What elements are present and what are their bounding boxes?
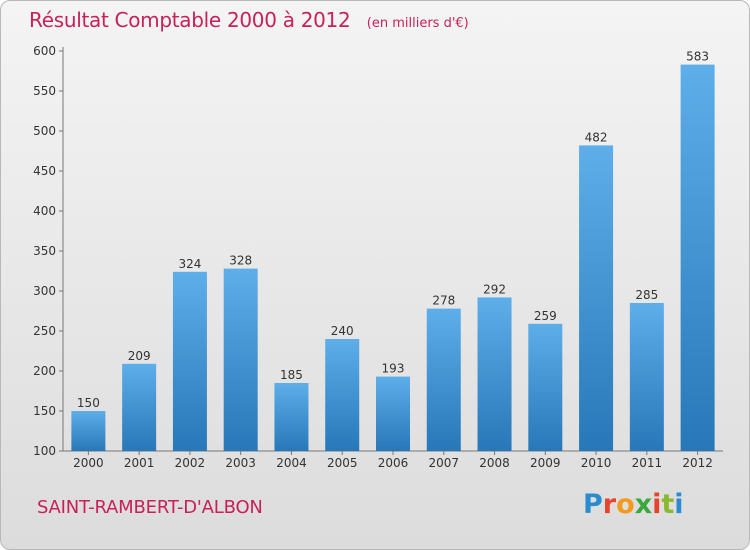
- data-label: 185: [280, 368, 303, 382]
- y-tick-label: 550: [33, 84, 56, 98]
- town-name: SAINT-RAMBERT-D'ALBON: [37, 497, 263, 518]
- y-tick-label: 200: [33, 364, 56, 378]
- axes: 100 150 200 250 300 350 400 450 500 550 600 2000 200…: [33, 44, 723, 470]
- bar: [172, 271, 207, 451]
- x-tick-label: 2001: [124, 456, 155, 470]
- bar: [629, 303, 664, 451]
- x-tick-label: 2012: [682, 456, 713, 470]
- x-tick-label: 2007: [428, 456, 459, 470]
- y-tick-label: 100: [33, 444, 56, 458]
- x-tick-label: 2011: [632, 456, 663, 470]
- logo-letter: x: [634, 489, 653, 520]
- logo-letter: i: [652, 489, 662, 520]
- data-label: 583: [686, 50, 709, 64]
- chart-title-text: Résultat Comptable 2000 à 2012: [29, 8, 351, 32]
- x-tick-label: 2000: [73, 456, 104, 470]
- bar: [71, 411, 106, 451]
- data-label: 285: [635, 288, 658, 302]
- bar: [325, 339, 360, 451]
- bars: [71, 64, 715, 451]
- bar: [426, 308, 461, 451]
- x-tick-label: 2002: [175, 456, 206, 470]
- data-label: 292: [483, 282, 506, 296]
- bar: [528, 323, 563, 451]
- x-tick-label: 2010: [581, 456, 612, 470]
- proxiti-logo: Proxiti: [583, 489, 684, 520]
- bar: [376, 376, 410, 451]
- data-label: 209: [128, 349, 151, 363]
- data-label: 150: [77, 396, 100, 410]
- data-label: 259: [534, 309, 557, 323]
- logo-letter: r: [602, 489, 617, 520]
- y-tick-label: 450: [33, 164, 56, 178]
- logo-letter: o: [616, 489, 635, 520]
- labels: 150 209 324 328 185 240 193 278 292 259 482 285 583: [77, 50, 709, 410]
- data-label: 324: [178, 257, 201, 271]
- data-label: 482: [585, 130, 608, 144]
- logo-letter: i: [674, 489, 684, 520]
- x-tick-label: 2006: [378, 456, 409, 470]
- y-tick-label: 400: [33, 204, 56, 218]
- y-tick-label: 350: [33, 244, 56, 258]
- chart-unit: (en milliers d'€): [366, 16, 469, 31]
- chart-title: Résultat Comptable 2000 à 2012 (en milli…: [29, 8, 469, 32]
- logo-letter: P: [583, 489, 603, 520]
- y-tick-label: 500: [33, 124, 56, 138]
- bar: [680, 64, 715, 451]
- x-tick-label: 2003: [225, 456, 256, 470]
- y-tick-label: 250: [33, 324, 56, 338]
- bar: [477, 297, 512, 451]
- data-label: 278: [432, 294, 455, 308]
- y-tick-label: 150: [33, 404, 56, 418]
- x-tick-label: 2004: [276, 456, 307, 470]
- data-label: 193: [382, 362, 405, 376]
- x-tick-label: 2008: [479, 456, 510, 470]
- x-tick-label: 2009: [530, 456, 561, 470]
- bar: [223, 268, 258, 451]
- data-label: 240: [331, 324, 354, 338]
- logo-letter: t: [661, 489, 675, 520]
- x-tick-label: 2005: [327, 456, 358, 470]
- data-label: 328: [229, 254, 252, 268]
- y-tick-label: 300: [33, 284, 56, 298]
- bar: [274, 383, 309, 451]
- y-tick-label: 600: [33, 44, 56, 58]
- bar: [579, 145, 614, 451]
- bar: [122, 363, 157, 451]
